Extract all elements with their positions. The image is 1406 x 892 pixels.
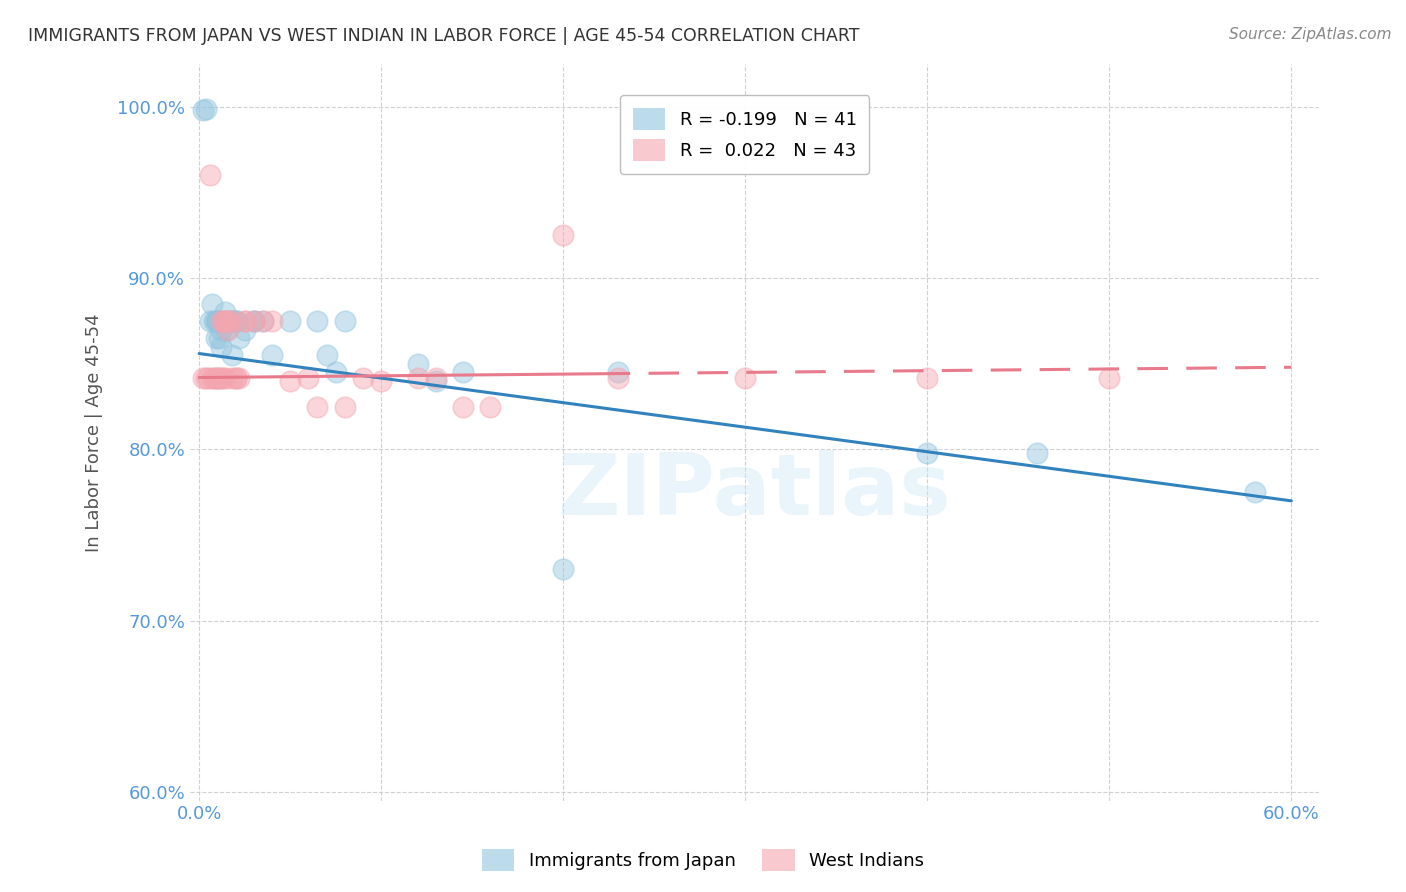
Point bbox=[233, 314, 256, 328]
Point bbox=[204, 331, 226, 345]
Point bbox=[211, 370, 233, 384]
Point bbox=[211, 314, 233, 328]
Point bbox=[219, 314, 242, 328]
Legend: Immigrants from Japan, West Indians: Immigrants from Japan, West Indians bbox=[474, 842, 932, 879]
Point bbox=[215, 314, 238, 328]
Point bbox=[209, 370, 232, 384]
Point bbox=[209, 314, 232, 328]
Point bbox=[606, 365, 628, 379]
Point bbox=[209, 340, 232, 354]
Point bbox=[734, 370, 756, 384]
Point bbox=[207, 370, 229, 384]
Point bbox=[221, 348, 243, 362]
Point bbox=[204, 370, 226, 384]
Point bbox=[225, 370, 247, 384]
Point bbox=[208, 370, 231, 384]
Point bbox=[215, 322, 238, 336]
Point bbox=[214, 314, 236, 328]
Point bbox=[209, 322, 232, 336]
Point bbox=[226, 314, 249, 328]
Point bbox=[553, 562, 575, 576]
Point bbox=[211, 314, 233, 328]
Point bbox=[208, 331, 231, 345]
Point bbox=[202, 314, 225, 328]
Point bbox=[278, 314, 301, 328]
Point bbox=[352, 370, 374, 384]
Point bbox=[214, 305, 236, 319]
Point bbox=[278, 374, 301, 388]
Point bbox=[307, 314, 329, 328]
Point bbox=[221, 314, 243, 328]
Point bbox=[195, 102, 218, 116]
Point bbox=[917, 370, 939, 384]
Point bbox=[260, 314, 283, 328]
Point bbox=[215, 370, 238, 384]
Text: Source: ZipAtlas.com: Source: ZipAtlas.com bbox=[1229, 27, 1392, 42]
Point bbox=[201, 370, 224, 384]
Point bbox=[198, 169, 221, 183]
Point bbox=[217, 314, 239, 328]
Point bbox=[307, 400, 329, 414]
Point bbox=[228, 331, 250, 345]
Point bbox=[606, 370, 628, 384]
Point bbox=[201, 297, 224, 311]
Point bbox=[325, 365, 347, 379]
Text: IMMIGRANTS FROM JAPAN VS WEST INDIAN IN LABOR FORCE | AGE 45-54 CORRELATION CHAR: IMMIGRANTS FROM JAPAN VS WEST INDIAN IN … bbox=[28, 27, 859, 45]
Point bbox=[204, 314, 226, 328]
Point bbox=[252, 314, 274, 328]
Point bbox=[228, 370, 250, 384]
Point bbox=[233, 322, 256, 336]
Point bbox=[242, 314, 264, 328]
Point bbox=[225, 370, 247, 384]
Point bbox=[195, 370, 218, 384]
Point bbox=[198, 314, 221, 328]
Point bbox=[191, 370, 214, 384]
Point bbox=[451, 400, 474, 414]
Point bbox=[479, 400, 502, 414]
Point bbox=[1244, 485, 1267, 500]
Point bbox=[406, 357, 429, 371]
Point bbox=[553, 228, 575, 243]
Point bbox=[221, 314, 243, 328]
Point bbox=[207, 314, 229, 328]
Point bbox=[225, 314, 247, 328]
Point bbox=[260, 348, 283, 362]
Text: ZIPatlas: ZIPatlas bbox=[558, 450, 952, 533]
Point bbox=[425, 374, 447, 388]
Point bbox=[197, 370, 219, 384]
Point bbox=[202, 370, 225, 384]
Point bbox=[451, 365, 474, 379]
Point bbox=[370, 374, 392, 388]
Point bbox=[252, 314, 274, 328]
Point bbox=[1098, 370, 1121, 384]
Point bbox=[297, 370, 319, 384]
Point bbox=[333, 314, 356, 328]
Point bbox=[406, 370, 429, 384]
Point bbox=[425, 370, 447, 384]
Legend: R = -0.199   N = 41, R =  0.022   N = 43: R = -0.199 N = 41, R = 0.022 N = 43 bbox=[620, 95, 869, 174]
Point bbox=[1025, 446, 1047, 460]
Point bbox=[191, 103, 214, 118]
Point bbox=[333, 400, 356, 414]
Point bbox=[207, 314, 229, 328]
Point bbox=[222, 314, 245, 328]
Point bbox=[233, 314, 256, 328]
Point bbox=[221, 370, 243, 384]
Point bbox=[217, 322, 239, 336]
Y-axis label: In Labor Force | Age 45-54: In Labor Force | Age 45-54 bbox=[86, 313, 103, 551]
Point bbox=[315, 348, 337, 362]
Point bbox=[242, 314, 264, 328]
Point bbox=[242, 314, 264, 328]
Point bbox=[217, 314, 239, 328]
Point bbox=[917, 446, 939, 460]
